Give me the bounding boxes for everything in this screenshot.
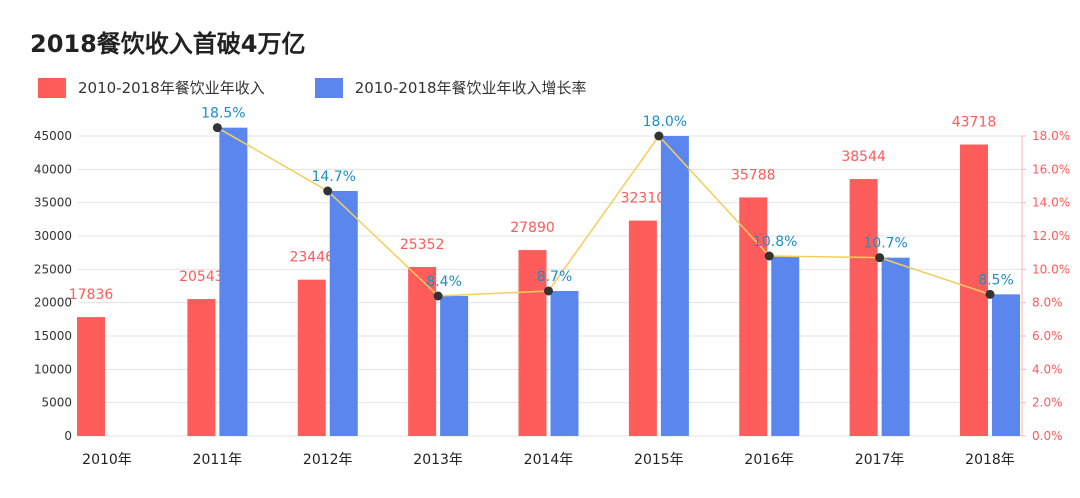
revenue-value-label: 23446 [289,250,334,266]
revenue-value-label: 35788 [731,167,776,183]
legend-swatch-growth [314,77,343,98]
revenue-bar [297,279,326,436]
growth-value-label: 8.5% [978,272,1014,288]
growth-value-label: 18.0% [643,114,687,130]
legend: 2010-2018年餐饮业年收入 2010-2018年餐饮业年收入增长率 [38,77,637,98]
legend-swatch-revenue [38,77,66,98]
chart-title: 2018餐饮收入首破4万亿 [30,30,306,58]
growth-bar [440,296,469,436]
growth-point [212,123,222,133]
legend-label-growth: 2010-2018年餐饮业年收入增长率 [354,79,587,97]
revenue-value-label: 25352 [400,237,445,253]
x-tick-label: 2014年 [524,452,574,468]
y-tick-right: 0.0% [1032,429,1063,443]
revenue-bar [187,299,216,436]
growth-value-label: 10.7% [863,236,907,252]
revenue-value-label: 20543 [179,269,224,285]
revenue-value-label: 38544 [841,149,886,165]
y-tick-left: 20000 [34,296,72,310]
growth-bar [219,127,248,437]
growth-value-label: 10.8% [753,234,797,250]
y-tick-left: 15000 [34,329,72,343]
revenue-value-label: 17836 [69,287,114,303]
growth-value-label: 8.7% [537,269,573,285]
x-tick-label: 2010年 [82,452,132,468]
growth-value-label: 8.4% [426,274,462,290]
x-tick-label: 2013年 [413,452,463,468]
y-tick-left: 40000 [34,162,72,176]
y-tick-right: 10.0% [1032,262,1070,276]
y-tick-right: 12.0% [1032,229,1070,243]
y-tick-right: 4.0% [1032,362,1063,376]
y-tick-left: 10000 [34,362,72,376]
growth-bar [660,136,689,436]
y-tick-left: 45000 [34,129,72,143]
y-tick-right: 14.0% [1032,196,1070,210]
revenue-bar [960,144,988,436]
legend-item-revenue: 2010-2018年餐饮业年收入 [38,77,265,98]
x-tick-label: 2015年 [634,452,684,468]
x-tick-label: 2011年 [193,452,243,468]
y-tick-right: 6.0% [1032,329,1063,343]
growth-bar [881,257,910,436]
revenue-bar [518,250,547,436]
revenue-value-label: 43718 [952,115,997,131]
x-tick-label: 2016年 [744,452,794,468]
growth-point [433,291,443,301]
x-tick-label: 2018年 [965,452,1015,468]
y-tick-left: 25000 [34,262,72,276]
growth-point [323,186,333,196]
growth-point [654,131,664,141]
y-tick-right: 8.0% [1032,296,1063,310]
growth-bar [329,191,358,436]
revenue-bar [849,179,878,437]
revenue-value-label: 27890 [510,220,555,236]
growth-bar [992,294,1020,436]
revenue-bar [739,197,768,436]
y-tick-left: 35000 [34,196,72,210]
growth-point [764,251,774,261]
y-tick-right: 2.0% [1032,396,1063,410]
legend-item-growth: 2010-2018年餐饮业年收入增长率 [314,77,587,98]
growth-value-label: 18.5% [201,106,245,122]
legend-label-revenue: 2010-2018年餐饮业年收入 [78,79,265,97]
revenue-bar [408,266,437,436]
revenue-value-label: 32310 [621,191,666,207]
growth-value-label: 14.7% [312,169,356,185]
y-tick-left: 5000 [41,396,72,410]
y-tick-left: 30000 [34,229,72,243]
y-tick-left: 0 [64,429,72,443]
growth-bar [771,256,800,436]
revenue-bar [628,220,657,436]
x-tick-label: 2012年 [303,452,353,468]
y-tick-right: 16.0% [1032,162,1070,176]
revenue-bar [77,317,105,436]
growth-bar [550,291,579,436]
growth-line [217,127,991,297]
x-tick-label: 2017年 [855,452,905,468]
growth-point [985,289,995,299]
growth-point [544,286,553,296]
growth-point [875,253,885,263]
y-tick-right: 18.0% [1032,129,1070,143]
